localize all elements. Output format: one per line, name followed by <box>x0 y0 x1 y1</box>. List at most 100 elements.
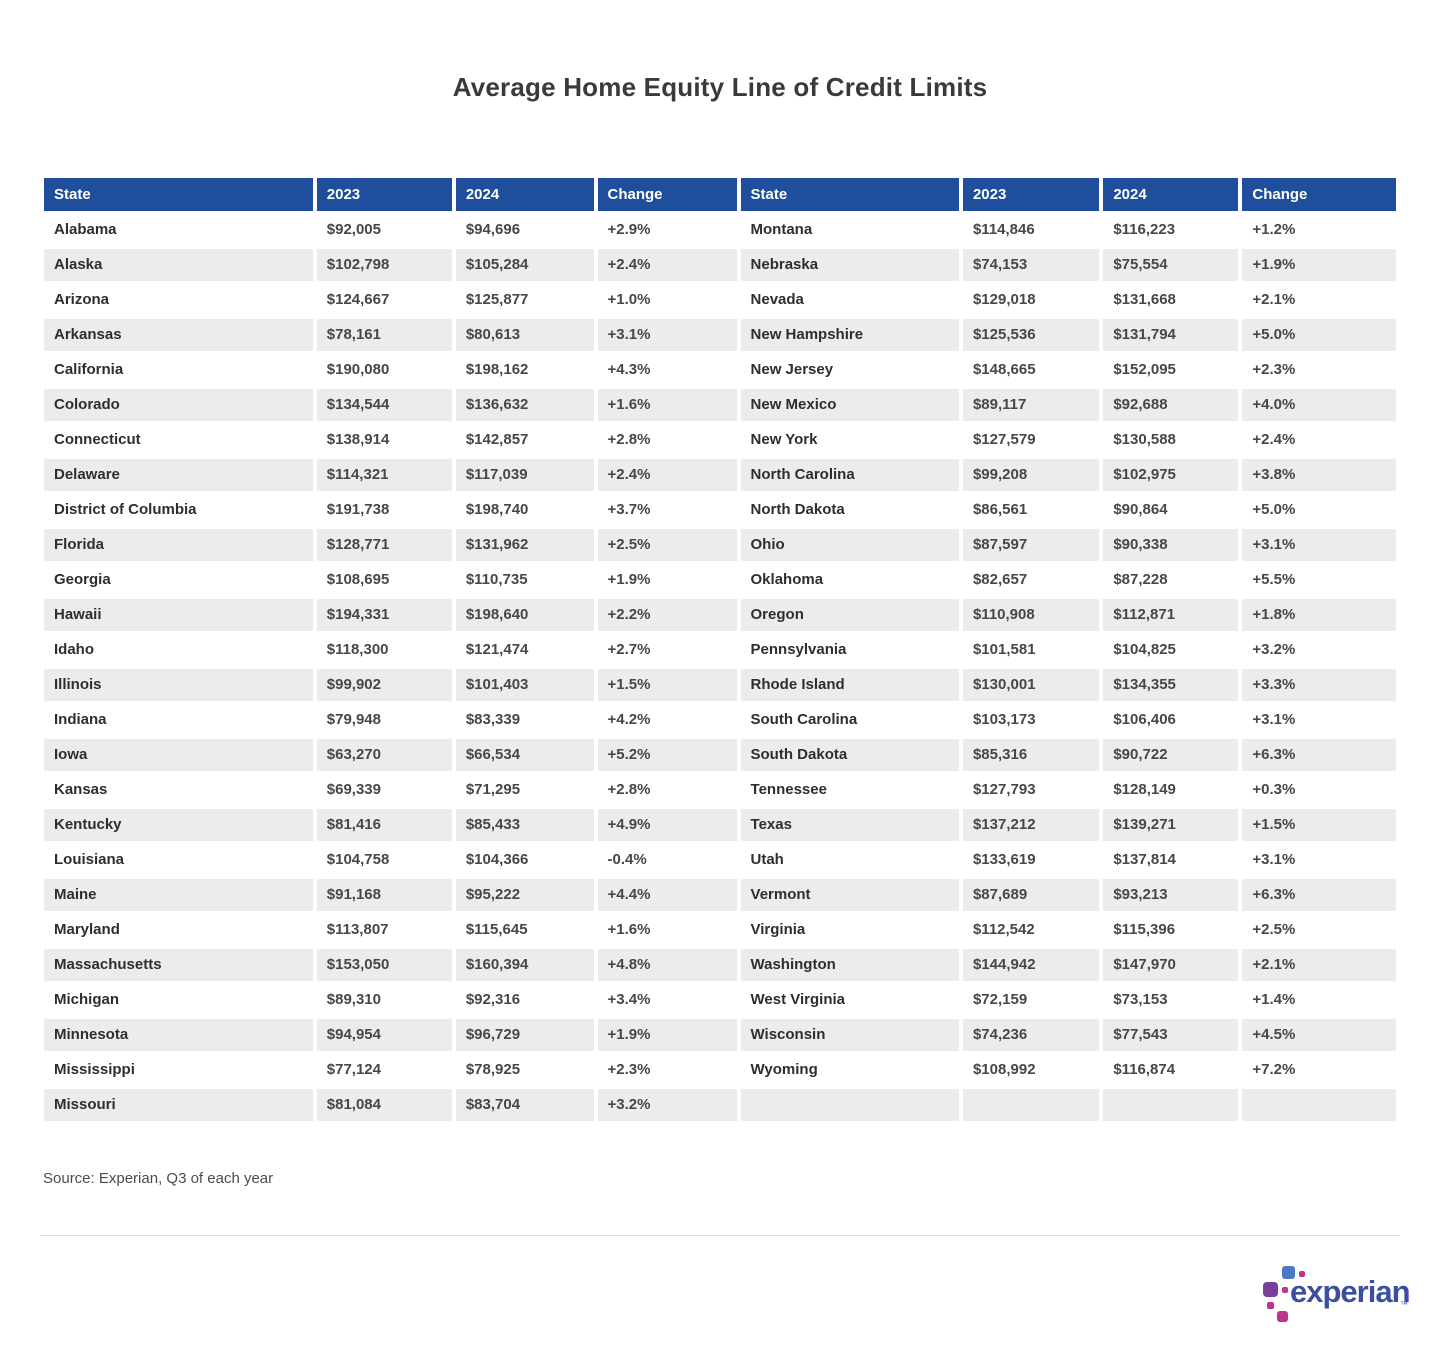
state-cell: Georgia <box>44 564 313 596</box>
state-cell: Texas <box>740 809 959 841</box>
value-2023-cell: $104,758 <box>316 844 452 876</box>
table-row: Connecticut $138,914 $142,857 +2.8% New York… <box>44 424 1396 456</box>
value-2024-cell: $128,149 <box>1103 774 1239 806</box>
state-cell: West Virginia <box>740 984 959 1016</box>
state-cell: Maryland <box>44 914 313 946</box>
value-2024-cell: $90,338 <box>1103 529 1239 561</box>
table-row: Iowa $63,270 $66,534 +5.2% South Dakota $85,3… <box>44 739 1396 771</box>
value-2023-cell: $110,908 <box>962 599 1100 631</box>
state-cell: Nevada <box>740 284 959 316</box>
logo-blue-square-icon <box>1282 1266 1295 1279</box>
state-cell: Louisiana <box>44 844 313 876</box>
value-2024-cell: $117,039 <box>455 459 594 491</box>
state-cell: Pennsylvania <box>740 634 959 666</box>
logo-wordmark: experian <box>1290 1274 1411 1309</box>
value-2023-cell: $133,619 <box>962 844 1100 876</box>
state-cell: Washington <box>740 949 959 981</box>
value-2024-cell: $116,874 <box>1103 1054 1239 1086</box>
value-2024-cell: $115,396 <box>1103 914 1239 946</box>
state-cell: Massachusetts <box>44 949 313 981</box>
table-row: Alabama $92,005 $94,696 +2.9% Montana $114,84… <box>44 214 1396 246</box>
value-2023-cell: $91,168 <box>316 879 452 911</box>
change-cell: +4.9% <box>597 809 737 841</box>
value-2024-cell: $102,975 <box>1103 459 1239 491</box>
value-2024-cell: $90,722 <box>1103 739 1239 771</box>
change-cell: +2.5% <box>1242 914 1396 946</box>
logo-purple-square-icon <box>1263 1282 1278 1297</box>
value-2024-cell: $92,316 <box>455 984 594 1016</box>
value-2023-cell: $86,561 <box>962 494 1100 526</box>
state-cell: Oklahoma <box>740 564 959 596</box>
value-2024-cell: $131,794 <box>1103 319 1239 351</box>
state-cell: Vermont <box>740 879 959 911</box>
change-cell: +0.3% <box>1242 774 1396 806</box>
change-cell: +3.2% <box>1242 634 1396 666</box>
state-cell: District of Columbia <box>44 494 313 526</box>
heloc-table: State 2023 2024 Change State 2023 2024 C… <box>40 175 1400 1124</box>
state-cell: Idaho <box>44 634 313 666</box>
state-cell: Indiana <box>44 704 313 736</box>
table-row: Arkansas $78,161 $80,613 +3.1% New Hampshire… <box>44 319 1396 351</box>
value-2024-cell: $75,554 <box>1103 249 1239 281</box>
logo-magenta-dot-icon <box>1299 1271 1305 1277</box>
change-cell: +2.8% <box>597 774 737 806</box>
change-cell: +1.5% <box>1242 809 1396 841</box>
column-header-state-right: State <box>740 178 959 211</box>
value-2023-cell: $94,954 <box>316 1019 452 1051</box>
column-header-2024-right: 2024 <box>1103 178 1239 211</box>
value-2024-cell: $115,645 <box>455 914 594 946</box>
change-cell: +1.5% <box>597 669 737 701</box>
state-cell: Iowa <box>44 739 313 771</box>
value-2024-cell: $198,162 <box>455 354 594 386</box>
change-cell: +2.2% <box>597 599 737 631</box>
change-cell: +4.2% <box>597 704 737 736</box>
value-2023-cell: $127,793 <box>962 774 1100 806</box>
change-cell: +3.3% <box>1242 669 1396 701</box>
page-title: Average Home Equity Line of Credit Limit… <box>452 72 988 102</box>
logo-trademark: ™ <box>1400 1300 1408 1309</box>
state-cell: Montana <box>740 214 959 246</box>
table-row: Arizona $124,667 $125,877 +1.0% Nevada $129,0… <box>44 284 1396 316</box>
change-cell: +2.3% <box>1242 354 1396 386</box>
value-2023-cell: $103,173 <box>962 704 1100 736</box>
table-row: Indiana $79,948 $83,339 +4.2% South Carolina… <box>44 704 1396 736</box>
value-2024-cell: $116,223 <box>1103 214 1239 246</box>
state-cell: Wisconsin <box>740 1019 959 1051</box>
change-cell: +1.9% <box>1242 249 1396 281</box>
logo-magenta-dot-icon <box>1282 1287 1288 1293</box>
value-2023-cell: $137,212 <box>962 809 1100 841</box>
source-note: Source: Experian, Q3 of each year <box>43 1170 274 1187</box>
change-cell: +4.8% <box>597 949 737 981</box>
value-2023-cell: $148,665 <box>962 354 1100 386</box>
state-cell: Wyoming <box>740 1054 959 1086</box>
logo-magenta-square-icon <box>1277 1311 1288 1322</box>
state-cell: Virginia <box>740 914 959 946</box>
value-2023-cell: $89,117 <box>962 389 1100 421</box>
value-2024-cell: $93,213 <box>1103 879 1239 911</box>
value-2023-cell: $87,597 <box>962 529 1100 561</box>
change-cell: +2.3% <box>597 1054 737 1086</box>
value-2024-cell: $94,696 <box>455 214 594 246</box>
change-cell: +1.2% <box>1242 214 1396 246</box>
table-row: Florida $128,771 $131,962 +2.5% Ohio $87,597 $… <box>44 529 1396 561</box>
change-cell: +3.1% <box>597 319 737 351</box>
change-cell: +2.8% <box>597 424 737 456</box>
change-cell: +3.2% <box>597 1089 737 1121</box>
value-2024-cell: $106,406 <box>1103 704 1239 736</box>
state-cell: Arkansas <box>44 319 313 351</box>
value-2024-cell: $139,271 <box>1103 809 1239 841</box>
table-row: Maryland $113,807 $115,645 +1.6% Virginia $11… <box>44 914 1396 946</box>
value-2023-cell: $125,536 <box>962 319 1100 351</box>
value-2023-cell: $194,331 <box>316 599 452 631</box>
value-2024-cell: $95,222 <box>455 879 594 911</box>
change-cell: +5.2% <box>597 739 737 771</box>
state-cell: South Carolina <box>740 704 959 736</box>
value-2023-cell: $129,018 <box>962 284 1100 316</box>
value-2023-cell: $190,080 <box>316 354 452 386</box>
state-cell: North Dakota <box>740 494 959 526</box>
change-cell: +1.9% <box>597 564 737 596</box>
change-cell: +2.7% <box>597 634 737 666</box>
state-cell: Minnesota <box>44 1019 313 1051</box>
value-2023-cell: $85,316 <box>962 739 1100 771</box>
value-2023-cell: $87,689 <box>962 879 1100 911</box>
